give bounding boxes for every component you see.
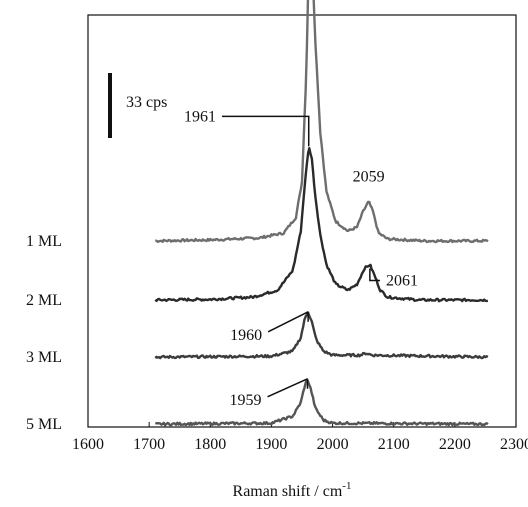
series-label: 2 ML <box>26 292 62 309</box>
scale-bar-label: 33 cps <box>126 94 167 111</box>
plot-frame <box>87 14 517 428</box>
spectrum-line <box>155 0 489 244</box>
peak-label: 2061 <box>386 273 418 290</box>
spectrum-line <box>155 378 489 427</box>
spectrum-line <box>154 311 489 360</box>
series-label: 5 ML <box>26 416 62 433</box>
x-ticks: 1600 1700 1800 1900 2000 2100 2200 2300 <box>72 422 528 453</box>
x-tick-label: 1900 <box>255 436 287 453</box>
x-tick-label: 2000 <box>317 436 349 453</box>
peak-label: 2059 <box>353 169 385 186</box>
peak-label: 1960 <box>230 327 262 344</box>
peak-leader <box>369 268 380 282</box>
x-tick-label: 1800 <box>194 436 226 453</box>
peak-annotations: 196420591961206119601959 <box>184 108 418 409</box>
peak-label: 1961 <box>184 108 216 125</box>
x-axis-title: Raman shift / cm-1 <box>233 480 352 500</box>
spectrum-line <box>154 147 489 303</box>
x-tick-label: 2300 <box>500 436 528 453</box>
peak-leader <box>267 311 309 333</box>
peak-leader <box>267 378 308 398</box>
x-tick-label: 2100 <box>378 436 410 453</box>
x-tick-label: 1700 <box>133 436 165 453</box>
x-tick-label: 2200 <box>439 436 471 453</box>
peak-leader <box>222 115 310 147</box>
x-axis-title-superscript: -1 <box>342 480 351 492</box>
x-tick-label: 1600 <box>72 436 104 453</box>
peak-label: 1959 <box>230 392 262 409</box>
series-label: 1 ML <box>26 233 62 250</box>
series-label: 3 ML <box>26 349 62 366</box>
x-axis-title-text: Raman shift / cm <box>233 483 343 500</box>
spectra-lines: 1 ML 2 ML 3 ML 5 ML <box>26 0 489 433</box>
